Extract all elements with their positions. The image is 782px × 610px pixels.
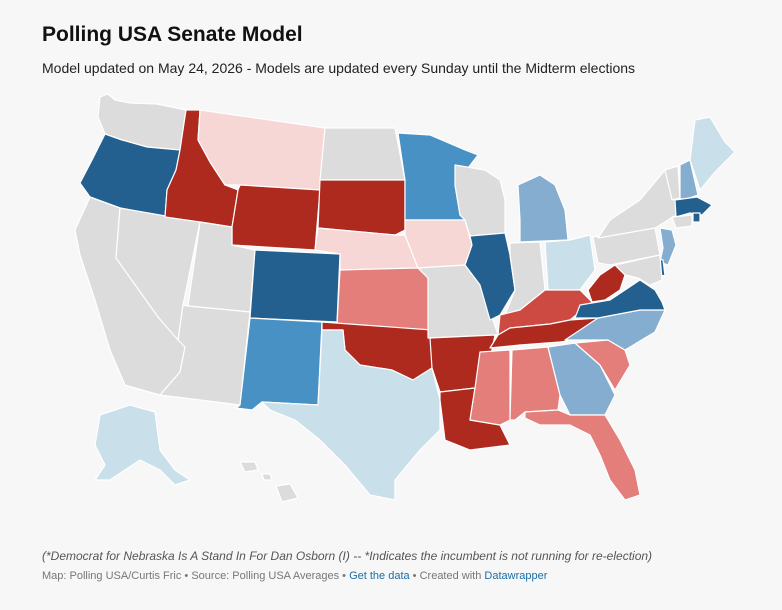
state-tx[interactable] bbox=[261, 329, 441, 501]
state-wy[interactable] bbox=[231, 184, 321, 251]
map-footer: Map: Polling USA/Curtis Fric • Source: P… bbox=[42, 570, 547, 582]
get-data-link[interactable]: Get the data bbox=[349, 570, 410, 582]
state-oh[interactable] bbox=[544, 234, 596, 291]
state-il[interactable] bbox=[464, 232, 516, 321]
state-sd[interactable] bbox=[317, 179, 406, 236]
map-subtitle: Model updated on May 24, 2026 - Models a… bbox=[42, 60, 636, 76]
state-ms[interactable] bbox=[469, 349, 511, 426]
state-hi[interactable] bbox=[239, 461, 299, 503]
state-ri[interactable] bbox=[692, 212, 701, 223]
state-mi[interactable] bbox=[517, 174, 569, 243]
state-va[interactable] bbox=[574, 279, 666, 319]
state-me[interactable] bbox=[689, 116, 736, 191]
datawrapper-link[interactable]: Datawrapper bbox=[484, 570, 548, 582]
state-fl[interactable] bbox=[524, 409, 641, 501]
state-nd[interactable] bbox=[319, 127, 406, 181]
created-with-text: • Created with bbox=[409, 570, 485, 582]
state-md[interactable] bbox=[614, 254, 663, 286]
state-ct[interactable] bbox=[671, 214, 693, 229]
state-ks[interactable] bbox=[336, 267, 433, 331]
state-wv[interactable] bbox=[587, 264, 626, 303]
map-notes: (*Democrat for Nebraska Is A Stand In Fo… bbox=[42, 549, 653, 563]
state-nm[interactable] bbox=[235, 317, 323, 411]
map-title: Polling USA Senate Model bbox=[42, 23, 303, 46]
state-ia[interactable] bbox=[404, 219, 473, 269]
state-ak[interactable] bbox=[94, 404, 191, 486]
us-senate-map bbox=[74, 93, 736, 503]
state-nj[interactable] bbox=[659, 227, 677, 266]
state-co[interactable] bbox=[249, 249, 341, 323]
source-credit: Map: Polling USA/Curtis Fric • Source: P… bbox=[42, 570, 350, 582]
